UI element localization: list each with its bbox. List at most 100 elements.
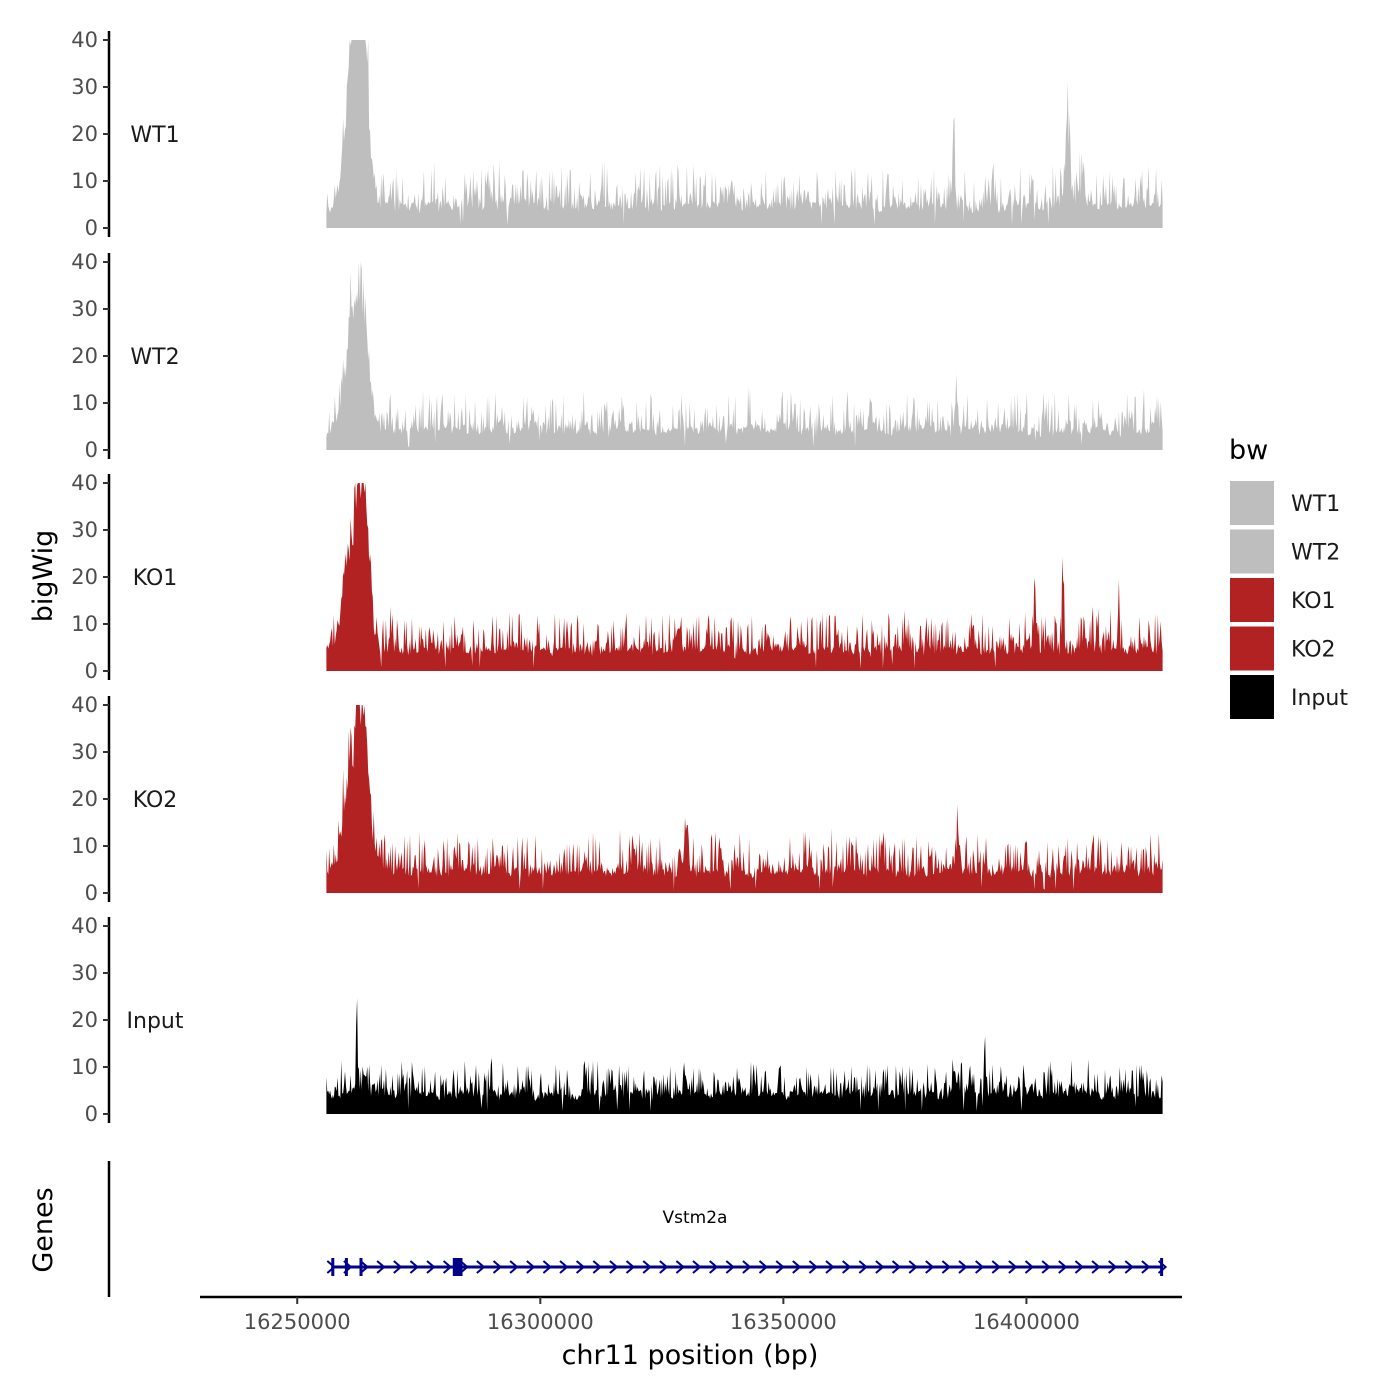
strand-arrow bbox=[1024, 1260, 1035, 1274]
strand-arrow bbox=[1124, 1260, 1134, 1274]
strand-arrow bbox=[958, 1260, 968, 1274]
y-tick-label: 0 bbox=[85, 438, 98, 462]
strand-arrow bbox=[409, 1260, 419, 1274]
legend-key-ko2 bbox=[1230, 626, 1274, 671]
tracks: 0 10 20 30 40 WT1 0 10 20 30 40 WT2 0 10 20 30 40 KO1 0 10 2… bbox=[71, 28, 1163, 1126]
y-tick-label: 30 bbox=[71, 297, 98, 321]
y-axis-title: bigWig bbox=[28, 530, 59, 623]
strand-arrow bbox=[359, 1260, 370, 1274]
track-wt2: 0 10 20 30 40 WT2 bbox=[71, 250, 1163, 462]
strand-arrow bbox=[775, 1260, 785, 1274]
strand-arrow bbox=[908, 1260, 918, 1274]
y-tick-label: 40 bbox=[71, 28, 98, 52]
track-ko1: 0 10 20 30 40 KO1 bbox=[71, 471, 1163, 683]
y-tick-label: 20 bbox=[71, 1008, 98, 1032]
exon bbox=[1160, 1258, 1164, 1276]
strand-arrow bbox=[991, 1260, 1001, 1274]
strand-arrow bbox=[642, 1260, 652, 1274]
strand-arrow bbox=[426, 1260, 436, 1274]
y-tick-label: 0 bbox=[85, 881, 98, 905]
strand-arrow bbox=[1041, 1260, 1051, 1274]
exon bbox=[359, 1258, 363, 1276]
y-tick-label: 30 bbox=[71, 518, 98, 542]
strand-arrow bbox=[1091, 1260, 1101, 1274]
legend-label-ko1: KO1 bbox=[1291, 589, 1336, 614]
area-input bbox=[326, 998, 1163, 1114]
track-label: KO2 bbox=[133, 788, 178, 813]
y-tick-label: 10 bbox=[71, 612, 98, 636]
legend-title: bw bbox=[1229, 435, 1268, 466]
strand-arrow bbox=[526, 1260, 536, 1274]
strand-arrow bbox=[575, 1260, 586, 1274]
y-tick-label: 30 bbox=[71, 740, 98, 764]
legend-label-wt1: WT1 bbox=[1291, 492, 1340, 517]
strand-arrow bbox=[625, 1260, 636, 1274]
strand-arrow bbox=[825, 1260, 835, 1274]
y-tick-label: 20 bbox=[71, 344, 98, 368]
x-tick-label: 16300000 bbox=[487, 1310, 594, 1334]
strand-arrow bbox=[758, 1260, 769, 1274]
strand-arrow bbox=[709, 1260, 719, 1274]
x-axis-title: chr11 position (bp) bbox=[562, 1340, 819, 1371]
strand-arrow bbox=[875, 1260, 885, 1274]
genes-axis-title: Genes bbox=[28, 1187, 59, 1272]
strand-arrow bbox=[925, 1260, 935, 1274]
track-label: WT1 bbox=[130, 123, 179, 148]
y-tick-label: 0 bbox=[85, 659, 98, 683]
x-tick-label: 16400000 bbox=[973, 1310, 1080, 1334]
exon bbox=[344, 1258, 348, 1276]
strand-arrow bbox=[376, 1260, 386, 1274]
strand-arrow bbox=[1058, 1260, 1068, 1274]
x-tick-label: 16250000 bbox=[244, 1310, 351, 1334]
y-tick-label: 40 bbox=[71, 471, 98, 495]
strand-arrow bbox=[891, 1260, 902, 1274]
x-tick-label: 16350000 bbox=[730, 1310, 837, 1334]
strand-arrow bbox=[842, 1260, 852, 1274]
strand-arrow bbox=[692, 1260, 702, 1274]
track-label: Input bbox=[127, 1009, 184, 1034]
y-tick-label: 10 bbox=[71, 391, 98, 415]
y-tick-label: 20 bbox=[71, 122, 98, 146]
strand-arrow bbox=[542, 1260, 552, 1274]
y-tick-label: 20 bbox=[71, 787, 98, 811]
strand-arrow bbox=[609, 1260, 619, 1274]
y-tick-label: 40 bbox=[71, 693, 98, 717]
track-wt1: 0 10 20 30 40 WT1 bbox=[71, 28, 1163, 240]
y-tick-label: 10 bbox=[71, 1055, 98, 1079]
strand-arrow bbox=[1074, 1260, 1084, 1274]
strand-arrow bbox=[975, 1260, 985, 1274]
track-label: KO1 bbox=[133, 566, 178, 591]
strand-arrow bbox=[675, 1260, 685, 1274]
legend-label-ko2: KO2 bbox=[1291, 638, 1336, 663]
y-tick-label: 10 bbox=[71, 834, 98, 858]
x-axis: 16250000 16300000 16350000 16400000 bbox=[200, 1295, 1182, 1334]
area-ko2 bbox=[326, 705, 1163, 893]
y-tick-label: 20 bbox=[71, 565, 98, 589]
y-tick-label: 30 bbox=[71, 75, 98, 99]
y-tick-label: 30 bbox=[71, 961, 98, 985]
y-tick-label: 10 bbox=[71, 169, 98, 193]
strand-arrow bbox=[1141, 1260, 1151, 1274]
strand-arrow bbox=[941, 1260, 951, 1274]
strand-arrow bbox=[442, 1260, 453, 1274]
legend-key-wt2 bbox=[1230, 529, 1274, 574]
gene-name: Vstm2a bbox=[663, 1208, 728, 1228]
track-input: 0 10 20 30 40 Input bbox=[71, 914, 1163, 1126]
exon bbox=[452, 1258, 463, 1276]
strand-arrow bbox=[725, 1260, 735, 1274]
strand-arrow bbox=[858, 1260, 868, 1274]
legend-key-wt1 bbox=[1230, 481, 1274, 525]
strand-arrow bbox=[742, 1260, 752, 1274]
y-tick-label: 0 bbox=[85, 216, 98, 240]
strand-arrow bbox=[393, 1260, 403, 1274]
legend-key-ko1 bbox=[1230, 578, 1274, 622]
y-tick-label: 40 bbox=[71, 250, 98, 274]
strand-arrow bbox=[1008, 1260, 1018, 1274]
strand-arrow bbox=[592, 1260, 602, 1274]
strand-arrow bbox=[509, 1260, 519, 1274]
track-ko2: 0 10 20 30 40 KO2 bbox=[71, 693, 1163, 905]
area-ko1 bbox=[326, 483, 1163, 671]
legend-label-wt2: WT2 bbox=[1291, 541, 1340, 566]
legend: bw WT1 WT2 KO1 KO2 Input bbox=[1229, 435, 1348, 719]
